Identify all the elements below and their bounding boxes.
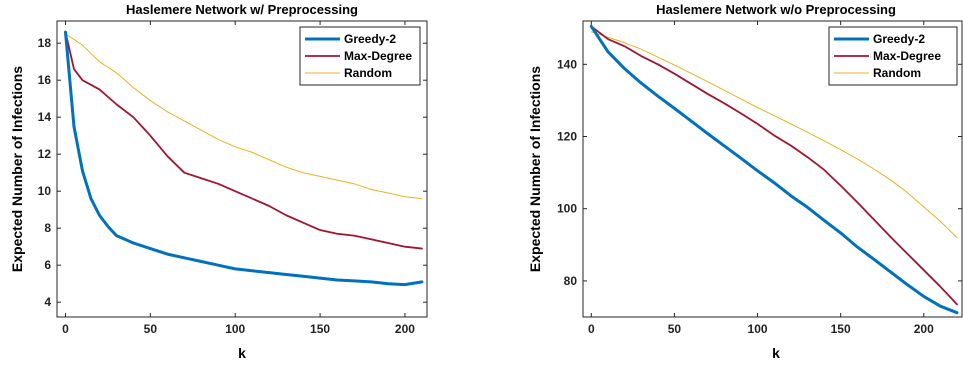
y-tick-label: 16 xyxy=(38,73,52,87)
legend-label: Random xyxy=(873,66,921,80)
y-tick-label: 8 xyxy=(44,221,51,235)
legend-label: Greedy-2 xyxy=(344,32,396,46)
y-tick-label: 10 xyxy=(38,184,52,198)
x-tick-label: 200 xyxy=(395,322,415,336)
y-tick-label: 80 xyxy=(564,274,578,288)
y-tick-label: 12 xyxy=(38,147,52,161)
chart-title: Haslemere Network w/o Preprocessing xyxy=(656,2,896,17)
x-tick-label: 50 xyxy=(668,322,682,336)
series-line-max-degree xyxy=(64,31,423,250)
series-line-greedy-2 xyxy=(63,30,424,287)
chart-without-preprocessing: Haslemere Network w/o Preprocessing k Ex… xyxy=(527,2,963,361)
x-tick-label: 150 xyxy=(831,322,851,336)
chart-with-preprocessing: Haslemere Network w/ Preprocessing k Exp… xyxy=(9,2,428,361)
legend-label: Random xyxy=(344,66,392,80)
x-tick-label: 100 xyxy=(748,322,768,336)
x-axis-label: k xyxy=(772,345,780,361)
series-line-random xyxy=(64,33,423,200)
y-tick-label: 4 xyxy=(44,295,51,309)
x-tick-label: 100 xyxy=(225,322,245,336)
y-tick-label: 120 xyxy=(557,130,577,144)
series-line-max-degree xyxy=(590,25,958,306)
x-tick-label: 200 xyxy=(914,322,934,336)
y-axis-label: Expected Number of Infections xyxy=(9,66,25,272)
legend-label: Max-Degree xyxy=(344,49,412,63)
y-tick-label: 100 xyxy=(557,202,577,216)
x-axis-label: k xyxy=(238,345,246,361)
y-tick-label: 18 xyxy=(38,36,52,50)
y-tick-label: 140 xyxy=(557,57,577,71)
x-tick-label: 0 xyxy=(588,322,595,336)
y-tick-label: 14 xyxy=(38,110,52,124)
legend-label: Greedy-2 xyxy=(873,32,925,46)
chart-title: Haslemere Network w/ Preprocessing xyxy=(126,2,358,17)
y-axis-label: Expected Number of Infections xyxy=(527,66,543,272)
series-line-random xyxy=(590,31,958,239)
x-tick-label: 50 xyxy=(144,322,158,336)
y-tick-label: 6 xyxy=(44,258,51,272)
x-tick-label: 0 xyxy=(62,322,69,336)
legend-label: Max-Degree xyxy=(873,49,941,63)
series-line-greedy-2 xyxy=(589,24,959,315)
x-tick-label: 150 xyxy=(310,322,330,336)
